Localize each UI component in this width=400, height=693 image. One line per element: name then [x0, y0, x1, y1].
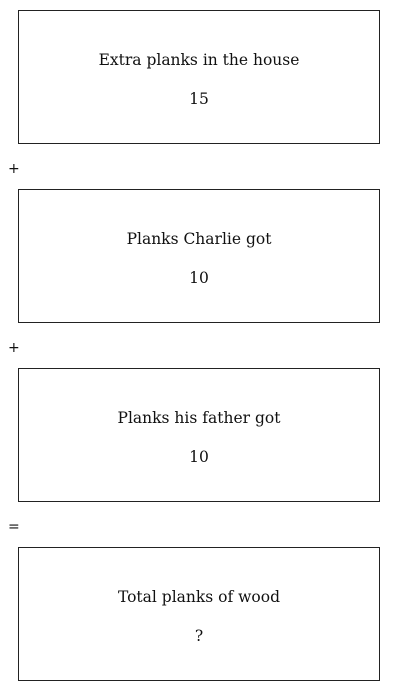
- box-extra-planks: Extra planks in the house 15: [18, 10, 380, 144]
- box-value: 10: [189, 448, 209, 466]
- box-value: 10: [189, 269, 209, 287]
- box-label: Planks Charlie got: [126, 230, 272, 248]
- box-value: 15: [189, 90, 209, 108]
- box-total-planks: Total planks of wood ?: [18, 547, 380, 681]
- box-charlie-planks: Planks Charlie got 10: [18, 189, 380, 323]
- box-label: Planks his father got: [117, 409, 281, 427]
- plus-operator: +: [8, 161, 20, 177]
- box-father-planks: Planks his father got 10: [18, 368, 380, 502]
- box-label: Total planks of wood: [117, 588, 281, 606]
- box-value: ?: [194, 627, 204, 645]
- plus-operator: +: [8, 340, 20, 356]
- box-label: Extra planks in the house: [98, 51, 300, 69]
- equals-operator: =: [8, 519, 20, 535]
